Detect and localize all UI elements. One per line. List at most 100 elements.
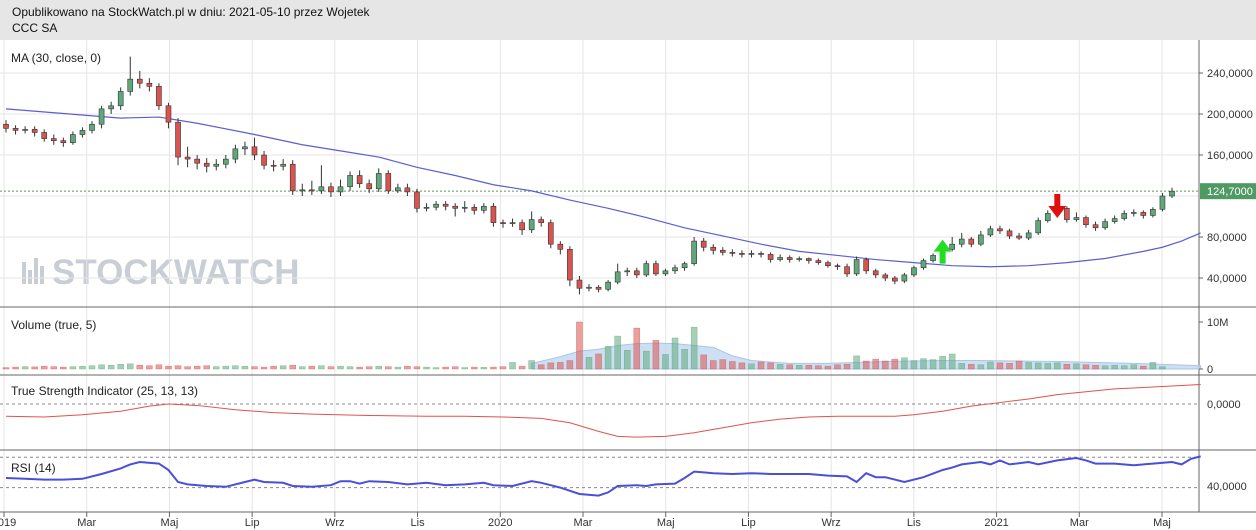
volume-bar: [404, 365, 411, 370]
x-axis-label: Lis: [411, 517, 426, 529]
candle-body: [595, 286, 602, 290]
volume-bar: [499, 366, 507, 370]
price-axis-label: 200,0000: [1207, 109, 1253, 121]
candle-body: [1169, 190, 1175, 197]
candle-body: [280, 163, 286, 167]
volume-bar: [824, 365, 832, 370]
volume-bar: [346, 366, 354, 370]
candle-body: [41, 132, 48, 139]
volume-bar: [1082, 364, 1090, 370]
volume-bar: [394, 366, 402, 370]
candle-body: [270, 164, 277, 167]
candle-body: [299, 189, 306, 192]
volume-bar: [1006, 363, 1013, 370]
volume-bar: [1063, 364, 1071, 370]
volume-bar: [901, 357, 908, 370]
volume-bar: [1034, 362, 1042, 370]
candle-body: [958, 238, 965, 245]
tsi-line: [5, 384, 1201, 438]
volume-bar: [996, 362, 1004, 370]
candle-body: [538, 219, 545, 223]
volume-bar: [566, 360, 574, 370]
volume-bar: [805, 364, 813, 370]
volume-bar: [490, 366, 497, 370]
candle-body: [930, 255, 936, 261]
last-price-label: 124,7000: [1207, 186, 1253, 198]
candle-body: [1064, 208, 1070, 220]
volume-bar: [251, 366, 258, 370]
candle-body: [681, 263, 688, 269]
candle-body: [481, 205, 487, 211]
volume-bar: [891, 358, 899, 370]
candle-body: [70, 134, 76, 143]
candle-body: [720, 250, 726, 253]
candle-body: [519, 222, 525, 231]
candle-body: [624, 270, 631, 273]
x-axis-label: Mar: [574, 517, 593, 529]
volume-bar: [815, 365, 822, 370]
candle-body: [567, 249, 573, 281]
volume-bar: [709, 360, 717, 370]
price-axis-label: 80,0000: [1207, 232, 1247, 244]
volume-bar: [413, 366, 421, 370]
volume-bar: [270, 365, 277, 370]
volume-bar: [241, 365, 249, 370]
candle-body: [375, 173, 382, 190]
volume-bar: [1120, 365, 1128, 370]
candle-body: [758, 253, 764, 255]
candle-body: [98, 108, 105, 125]
x-axis-label: 2019: [0, 517, 16, 529]
volume-bar: [1111, 364, 1118, 370]
candle-body: [175, 121, 181, 158]
volume-bar: [738, 362, 746, 370]
candle-body: [911, 267, 917, 276]
volume-bar: [518, 365, 526, 370]
volume-bar: [690, 326, 698, 370]
candle-body: [920, 260, 927, 269]
volume-bar: [1149, 362, 1157, 370]
volume-bar: [327, 366, 335, 370]
candle-body: [318, 186, 325, 192]
volume-bar: [1025, 362, 1032, 370]
candle-body: [385, 173, 392, 192]
volume-bar: [652, 340, 660, 370]
candle-body: [1130, 212, 1137, 214]
volume-bar: [987, 361, 994, 370]
candle-body: [194, 158, 200, 164]
candle-body: [232, 148, 239, 160]
volume-bar: [40, 365, 48, 370]
x-axis-label: Lip: [245, 517, 260, 529]
rsi-line: [5, 455, 1201, 497]
volume-bar: [2, 367, 10, 370]
candle-body: [203, 162, 210, 167]
instrument-name: CCC SA: [12, 21, 58, 35]
candle-body: [1016, 235, 1022, 239]
candle-body: [1092, 224, 1099, 229]
candle-body: [949, 243, 955, 250]
volume-bar: [939, 356, 946, 370]
candle-body: [777, 257, 783, 260]
volume-bar: [21, 366, 29, 370]
ma-30-line: [5, 108, 1201, 268]
candle-body: [643, 263, 650, 276]
candle-body: [1150, 209, 1156, 216]
chart-header: Opublikowano na StockWatch.pl w dniu: 20…: [0, 0, 1256, 40]
volume-bar: [471, 366, 478, 370]
candle-body: [853, 259, 860, 275]
candle-body: [633, 270, 640, 276]
volume-bar: [337, 365, 344, 370]
candle-body: [605, 281, 611, 290]
volume-bar: [98, 364, 105, 370]
candle-body: [117, 91, 124, 107]
price-axis-label: 240,0000: [1207, 68, 1253, 80]
candle-body: [137, 78, 143, 84]
candle-body: [729, 252, 736, 254]
candle-body: [509, 222, 516, 224]
candle-body: [500, 222, 506, 224]
publication-info: Opublikowano na StockWatch.pl w dniu: 20…: [12, 5, 370, 19]
candle-body: [395, 187, 401, 192]
candle-body: [997, 228, 1003, 232]
candle-body: [672, 267, 678, 272]
candle-body: [614, 271, 621, 283]
